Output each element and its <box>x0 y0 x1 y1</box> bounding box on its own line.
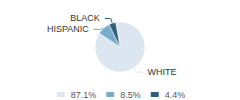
svg-text:4.4%: 4.4% <box>165 90 186 100</box>
svg-text:WHITE: WHITE <box>147 67 176 77</box>
svg-text:BLACK: BLACK <box>70 13 100 23</box>
svg-text:87.1%: 87.1% <box>71 90 97 100</box>
svg-text:8.5%: 8.5% <box>120 90 141 100</box>
svg-text:HISPANIC: HISPANIC <box>47 24 89 34</box>
